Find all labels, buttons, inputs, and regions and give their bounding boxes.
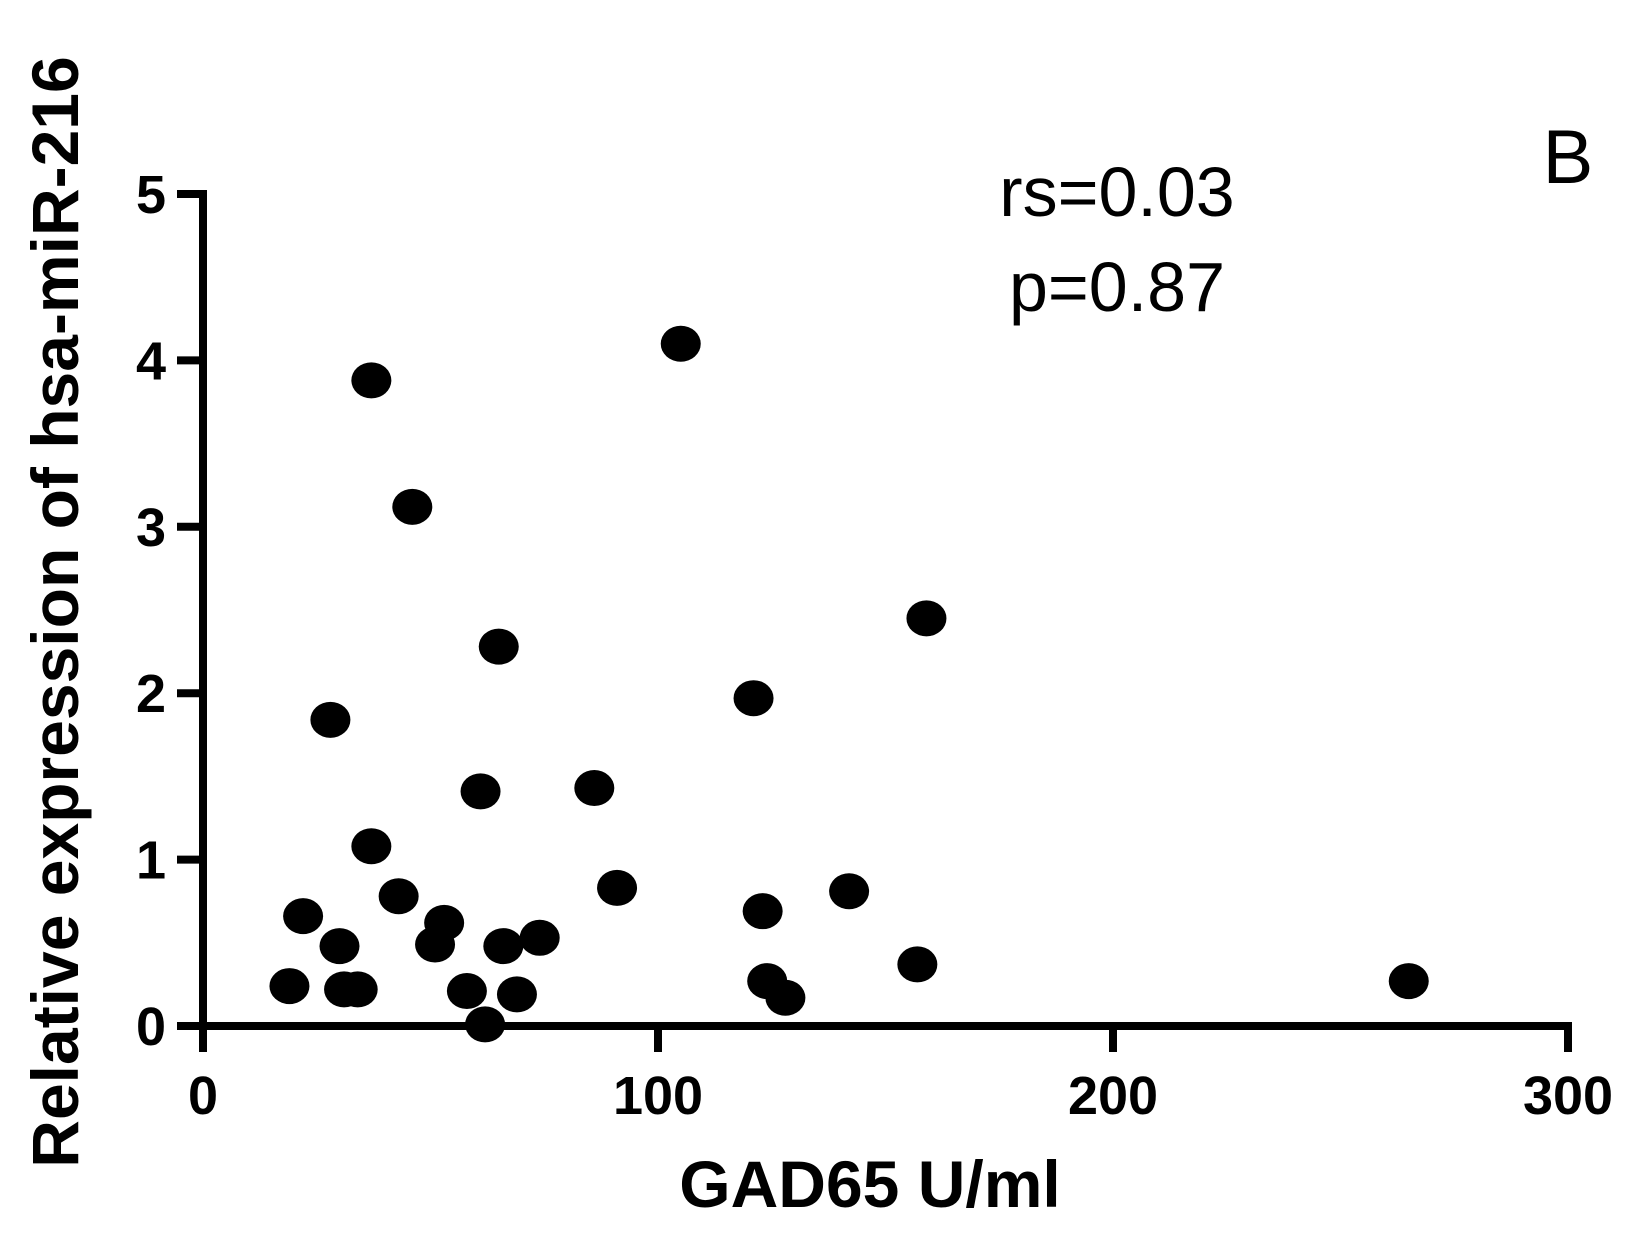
data-point [1388,963,1429,1000]
data-point [829,873,870,910]
x-tick-label: 300 [1523,1066,1613,1126]
data-point [415,926,456,963]
y-tick-label: 2 [136,664,166,724]
y-tick-label: 1 [136,831,166,891]
data-point [269,968,310,1005]
data-points [269,325,1429,1043]
data-point [519,919,560,956]
data-point [392,488,433,525]
x-tick-label: 100 [613,1066,703,1126]
data-point [283,898,324,935]
data-point [906,600,947,637]
data-point [897,946,938,983]
x-tick-label: 200 [1068,1066,1158,1126]
data-point [597,869,638,906]
data-point [378,878,419,915]
data-point [460,773,501,810]
data-point [351,828,392,865]
panel-label: B [1543,115,1594,200]
data-point [351,362,392,399]
y-axis-title: Relative expression of hsa-miR-216 [18,56,92,1167]
data-point [574,770,615,807]
x-axis-title: GAD65 U/ml [679,1147,1060,1221]
y-tick-label: 5 [136,165,166,225]
axis-ticks: 0 100 200 300 0 1 2 3 4 5 [136,165,1613,1126]
p-value: p=0.87 [1009,248,1225,326]
data-point [483,928,524,965]
data-point [310,701,351,738]
data-point [465,1006,506,1043]
data-point [765,979,806,1016]
data-point [446,973,487,1010]
axes [199,190,1572,1030]
data-point [742,893,783,930]
y-tick-label: 3 [136,498,166,558]
y-tick-label: 4 [136,331,166,391]
data-point [660,325,701,362]
data-point [733,680,774,717]
y-tick-label: 0 [136,997,166,1057]
x-tick-label: 0 [188,1066,218,1126]
correlation-coefficient: rs=0.03 [999,153,1234,231]
data-point [319,928,360,965]
data-point [496,976,537,1013]
data-point [337,971,378,1008]
data-point [478,628,519,665]
